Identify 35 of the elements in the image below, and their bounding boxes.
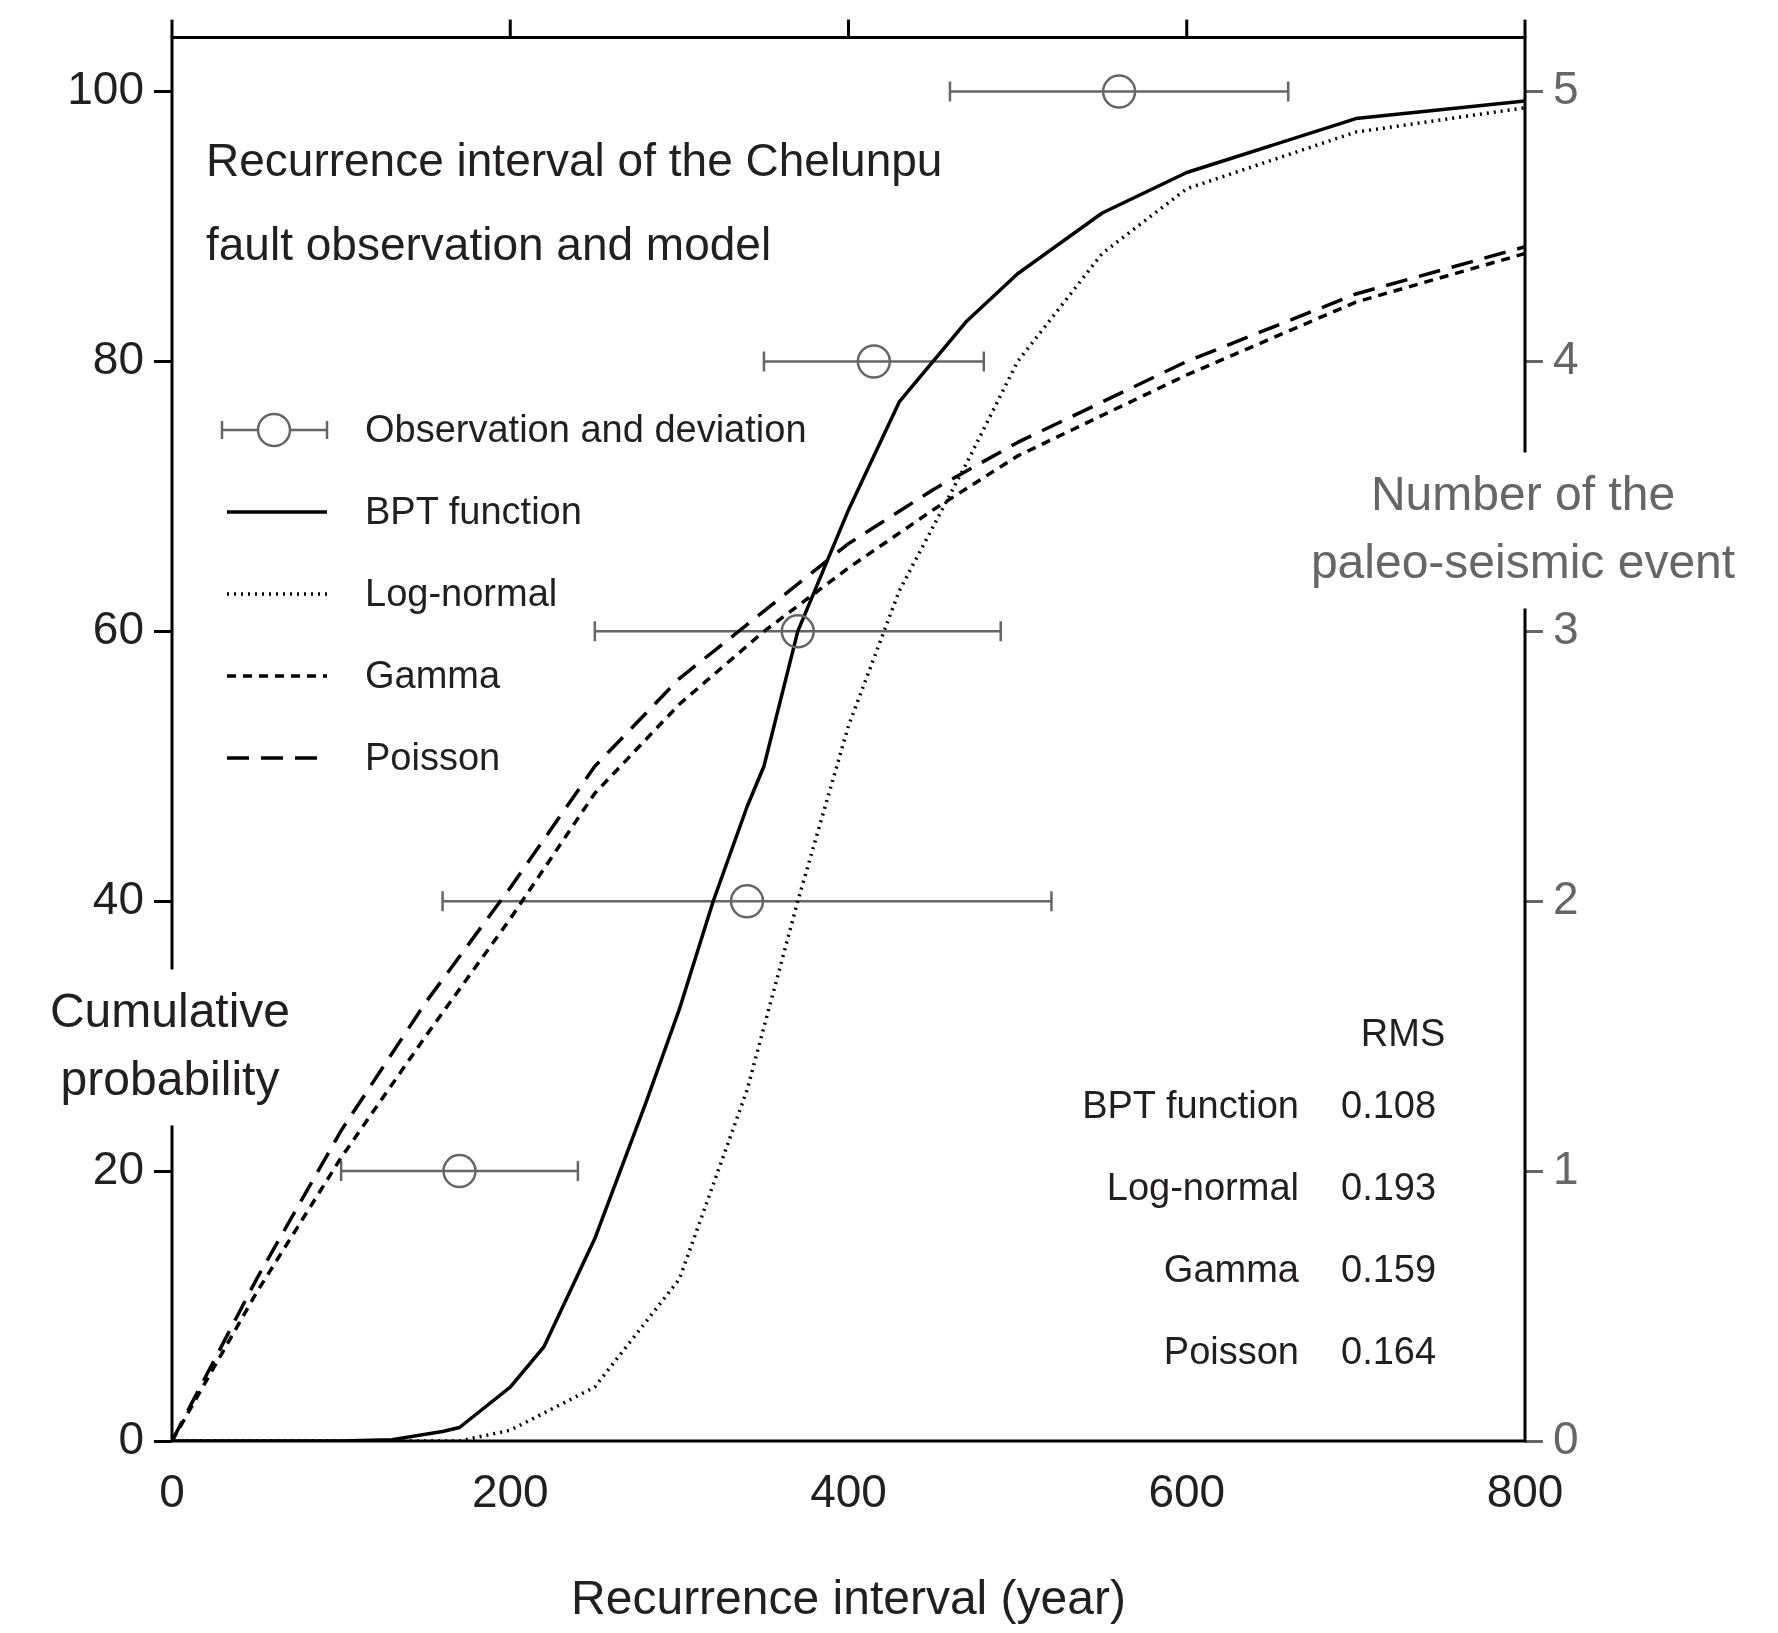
annotation: Poisson [1163, 1330, 1299, 1373]
y2-axis-title: Number of the paleo-seismic event [1310, 466, 1736, 588]
annotation: 0.108 [1341, 1084, 1437, 1127]
annotation: RMS [1360, 1012, 1446, 1055]
text: Recurrence interval of the Chelunpu fault observation and model [206, 134, 943, 271]
y-tick-label: 20 [92, 1141, 144, 1194]
y2-tick-label: 4 [1553, 332, 1579, 385]
y2-tick-label: 3 [1553, 602, 1579, 655]
x-tick-label: 600 [1148, 1465, 1226, 1518]
x-tick-label: 800 [1486, 1465, 1564, 1518]
legend-label: Gamma [365, 654, 501, 698]
legend-label: Observation and deviation [365, 408, 807, 452]
annotation: BPT function [1082, 1084, 1299, 1127]
annotation: 0.164 [1341, 1330, 1437, 1373]
annotation: Gamma [1163, 1248, 1300, 1291]
y-axis-title: Cumulative probability [49, 983, 291, 1105]
annotation: 0.193 [1341, 1166, 1437, 1209]
x-tick-label: 400 [810, 1465, 887, 1518]
y-tick-label: 40 [92, 871, 144, 924]
x-axis-title: Recurrence interval (year) [571, 1571, 1126, 1625]
y2-tick-label: 0 [1553, 1411, 1579, 1464]
x-tick-label: 200 [471, 1465, 549, 1518]
y-tick-label: 0 [118, 1411, 144, 1464]
x-tick-label: 0 [159, 1465, 185, 1518]
y-tick-label: 100 [67, 62, 144, 115]
legend-label: Poisson [365, 736, 501, 780]
y-tick-label: 80 [92, 332, 144, 385]
y-tick-label: 60 [92, 602, 144, 655]
y2-tick-label: 5 [1553, 62, 1579, 115]
legend-label: BPT function [365, 490, 582, 534]
annotation: Log-normal [1106, 1166, 1299, 1209]
y2-tick-label: 1 [1553, 1141, 1579, 1194]
y2-tick-label: 2 [1553, 871, 1579, 924]
legend-label: Log-normal [365, 572, 558, 616]
annotation: 0.159 [1341, 1248, 1437, 1291]
